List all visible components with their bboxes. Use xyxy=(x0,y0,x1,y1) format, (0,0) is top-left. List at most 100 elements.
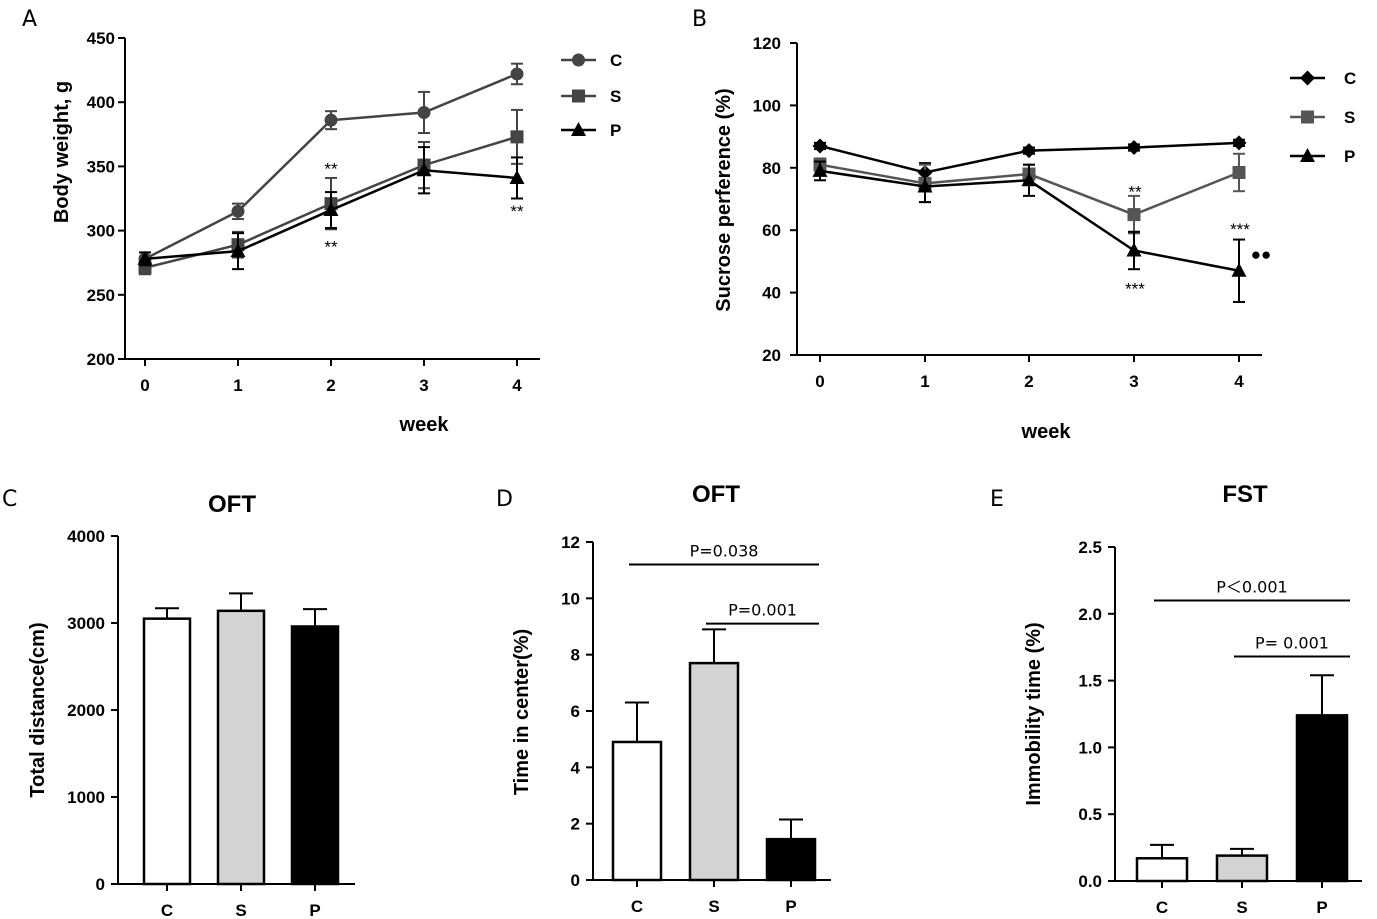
y-tick-label: 1000 xyxy=(67,788,105,807)
legend-marker-P xyxy=(571,122,586,136)
y-tick-label: 4000 xyxy=(67,527,105,546)
data-point-P xyxy=(323,202,339,217)
y-tick-label: 0.5 xyxy=(1078,805,1102,824)
legend-marker-P xyxy=(1300,148,1315,162)
comparison-label: P=0.038 xyxy=(690,542,759,561)
chart-title: OFT xyxy=(208,491,256,518)
data-point-C xyxy=(231,204,245,218)
data-point-C xyxy=(1021,143,1037,159)
data-point-S xyxy=(1232,165,1246,179)
x-tick-label: 1 xyxy=(920,372,929,391)
y-axis-title: Total distance(cm) xyxy=(27,622,49,797)
legend-label-S: S xyxy=(610,87,621,106)
y-tick-label: 1.5 xyxy=(1078,672,1102,691)
legend-label-C: C xyxy=(610,51,622,70)
data-point-C xyxy=(324,113,338,127)
y-tick-label: 2.0 xyxy=(1078,605,1102,624)
legend-label-P: P xyxy=(610,121,621,140)
x-tick-label: 0 xyxy=(140,376,149,395)
y-axis-title: Immobility time (%) xyxy=(1023,622,1045,805)
x-tick-label: S xyxy=(235,901,246,919)
x-tick-label: C xyxy=(631,897,643,916)
data-point-P xyxy=(1021,172,1037,187)
x-tick-label: P xyxy=(785,897,796,916)
data-point-S xyxy=(1127,208,1141,222)
y-tick-label: 20 xyxy=(762,346,781,365)
panel-letter-b: B xyxy=(692,7,707,32)
immobility-time-chart: FST Immobility time (%) 0.0 0.5 1.0 1.5 2.0 2… xyxy=(1023,481,1362,917)
comparison-label: P=0.001 xyxy=(728,601,797,620)
sucrose-preference-chart: week Sucrose perference (%) 204060801001… xyxy=(713,34,1356,443)
y-tick-label: 300 xyxy=(87,222,115,241)
body-weight-chart: week Body weight, g 200 250 300 350 400 450 0 1… xyxy=(51,29,622,436)
data-point-P xyxy=(1231,262,1247,277)
x-tick-label: C xyxy=(1156,898,1168,917)
bar-P xyxy=(1295,714,1349,883)
panel-letter-e: E xyxy=(990,487,1004,512)
data-point-P xyxy=(1126,242,1142,257)
x-tick-label: 2 xyxy=(326,376,335,395)
time-in-center-chart: OFT Time in center(%) 0 2 4 6 8 10 12 C S P P=0.03… xyxy=(511,481,831,916)
data-point-C xyxy=(1231,135,1247,151)
bar-S xyxy=(688,661,740,882)
panel-letter-a: A xyxy=(22,7,37,32)
x-tick-label: 3 xyxy=(419,376,428,395)
data-point-P xyxy=(230,243,246,258)
data-point-C xyxy=(417,105,431,119)
y-tick-label: 450 xyxy=(87,29,115,48)
y-tick-label: 8 xyxy=(571,646,580,665)
y-tick-label: 100 xyxy=(753,96,781,115)
data-point-C xyxy=(812,138,828,154)
significance-annotation: *** xyxy=(1125,279,1145,298)
y-tick-label: 3000 xyxy=(67,614,105,633)
x-tick-label: 3 xyxy=(1129,372,1138,391)
data-point-P xyxy=(416,162,432,177)
data-point-P xyxy=(917,178,933,193)
x-axis-title: week xyxy=(399,414,450,436)
data-point-P xyxy=(137,250,153,265)
bar-C xyxy=(611,740,663,882)
y-tick-label: 6 xyxy=(571,702,580,721)
y-tick-label: 0 xyxy=(96,875,105,894)
y-tick-label: 0 xyxy=(571,871,580,890)
significance-annotation: ** xyxy=(510,202,524,221)
y-tick-label: 2.5 xyxy=(1078,538,1102,557)
y-tick-label: 1.0 xyxy=(1078,738,1102,757)
significance-annotation: ●● xyxy=(1251,245,1272,264)
y-tick-label: 350 xyxy=(87,157,115,176)
x-tick-label: 1 xyxy=(233,376,242,395)
comparison-label: P＜0.001 xyxy=(1216,577,1287,596)
y-axis-title: Body weight, g xyxy=(51,81,73,223)
y-tick-label: 10 xyxy=(561,589,580,608)
chart-title: FST xyxy=(1222,481,1268,508)
significance-annotation: ** xyxy=(324,159,338,178)
y-tick-label: 60 xyxy=(762,221,781,240)
data-point-P xyxy=(812,162,828,177)
y-tick-label: 250 xyxy=(87,286,115,305)
y-tick-label: 400 xyxy=(87,93,115,112)
data-point-C xyxy=(510,67,524,81)
x-tick-label: 4 xyxy=(1234,372,1244,391)
total-distance-chart: OFT Total distance(cm) 0 1000 2000 3000 4000… xyxy=(27,491,355,919)
legend-marker-S xyxy=(1301,110,1314,124)
data-point-S xyxy=(510,130,524,144)
x-tick-label: 0 xyxy=(815,372,824,391)
x-tick-label: 4 xyxy=(512,376,522,395)
data-point-P xyxy=(509,169,525,184)
y-tick-label: 80 xyxy=(762,159,781,178)
x-tick-label: C xyxy=(161,901,173,919)
y-tick-label: 40 xyxy=(762,284,781,303)
significance-annotation: *** xyxy=(1230,220,1250,239)
legend-marker-C xyxy=(1300,70,1315,86)
y-tick-label: 120 xyxy=(753,34,781,53)
bar-C xyxy=(1135,857,1189,883)
panel-letter-c: C xyxy=(2,487,17,512)
x-tick-label: S xyxy=(1236,898,1247,917)
bar-S xyxy=(1215,854,1269,883)
legend-label-C: C xyxy=(1344,69,1356,88)
y-tick-label: 4 xyxy=(571,758,581,777)
significance-annotation: ** xyxy=(324,238,338,257)
bar-P xyxy=(765,837,817,882)
panel-letter-d: D xyxy=(496,487,513,512)
